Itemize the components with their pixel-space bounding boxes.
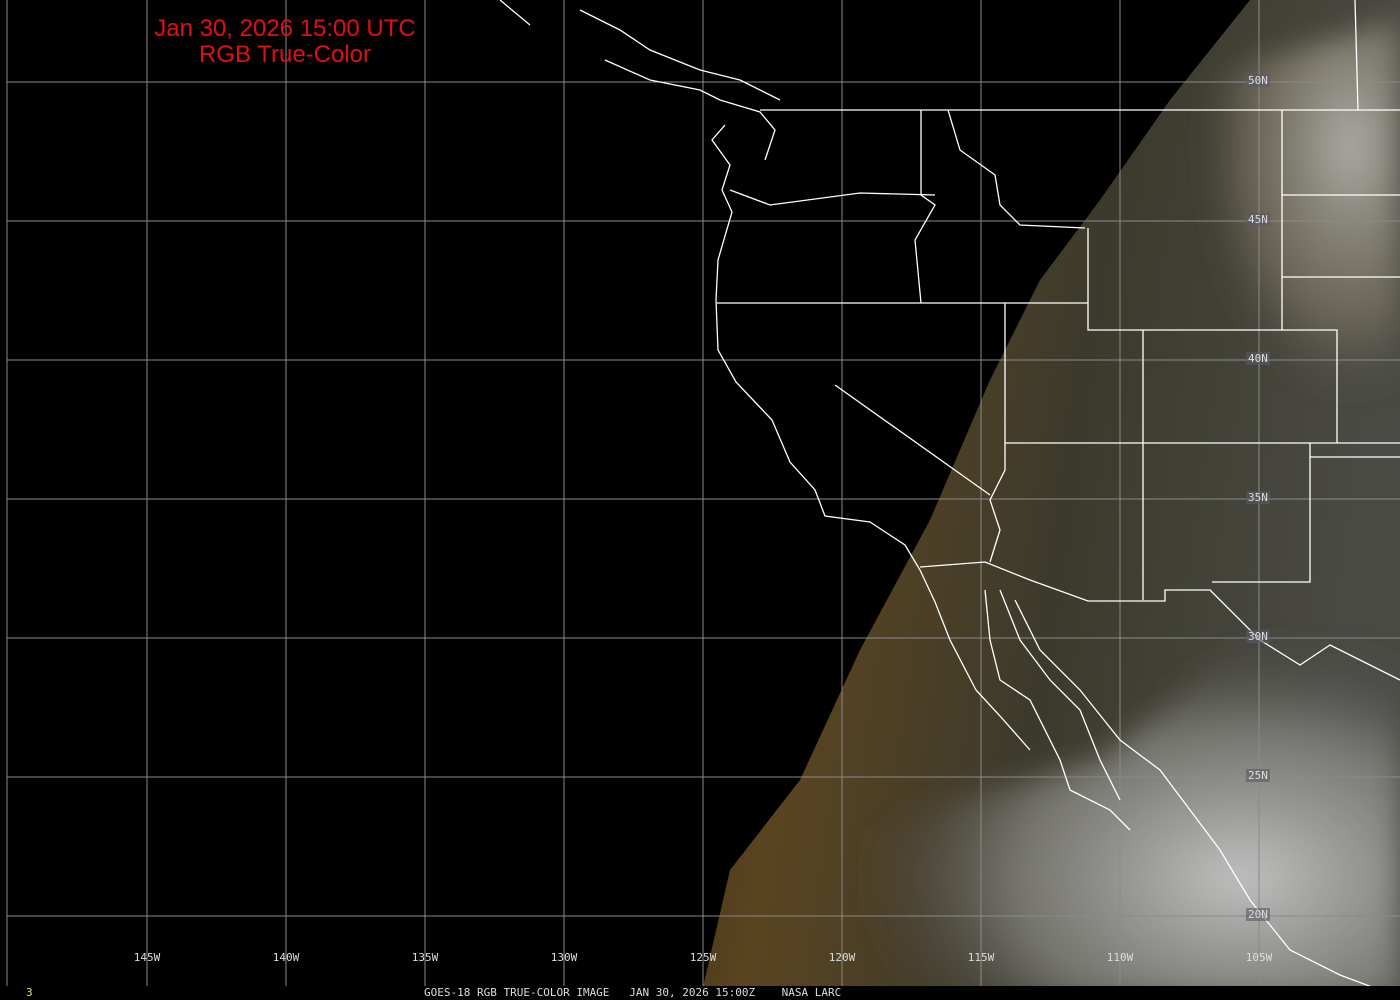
idaho-montana-border <box>947 109 1086 229</box>
lon-label: 110W <box>1106 951 1134 964</box>
dakota-borders <box>1282 0 1400 278</box>
four-corners-borders <box>1005 329 1400 583</box>
baja-gulf-coast <box>999 589 1121 801</box>
lat-label: 45N <box>1246 213 1270 226</box>
lon-label: 120W <box>828 951 856 964</box>
image-caption: GOES-18 RGB TRUE-COLOR IMAGE JAN 30, 202… <box>424 986 842 999</box>
utah-wyoming-borders <box>1005 110 1283 600</box>
pacific-coastline <box>711 124 1031 751</box>
mexico-mainland-coast <box>1014 599 1381 991</box>
lat-label: 20N <box>1246 908 1270 921</box>
lon-label: 130W <box>550 951 578 964</box>
lon-label: 115W <box>967 951 995 964</box>
frame-number: 3 <box>26 986 33 999</box>
lon-label: 125W <box>689 951 717 964</box>
nevada-east-border <box>989 303 1006 563</box>
political-boundaries <box>499 0 1400 991</box>
footer-bar: 3 GOES-18 RGB TRUE-COLOR IMAGE JAN 30, 2… <box>0 986 1400 1000</box>
map-title-product: RGB True-Color <box>198 41 372 68</box>
bc-coastline <box>499 0 781 161</box>
lat-label: 30N <box>1246 630 1270 643</box>
ca-nv-border <box>834 384 991 496</box>
idaho-west-border <box>914 110 936 304</box>
lat-label: 35N <box>1246 491 1270 504</box>
lon-label: 140W <box>272 951 300 964</box>
lon-label: 145W <box>133 951 161 964</box>
lat-label: 50N <box>1246 74 1270 87</box>
map-title-datetime: Jan 30, 2026 15:00 UTC <box>154 15 416 42</box>
satellite-imagery <box>700 0 1400 1000</box>
us-mexico-border <box>919 561 1400 681</box>
lat-label: 25N <box>1246 769 1270 782</box>
baja-west-coast <box>984 589 1131 831</box>
lon-label: 105W <box>1245 951 1273 964</box>
lat-label: 40N <box>1246 352 1270 365</box>
lon-label: 135W <box>411 951 439 964</box>
wa-or-border <box>729 189 936 206</box>
